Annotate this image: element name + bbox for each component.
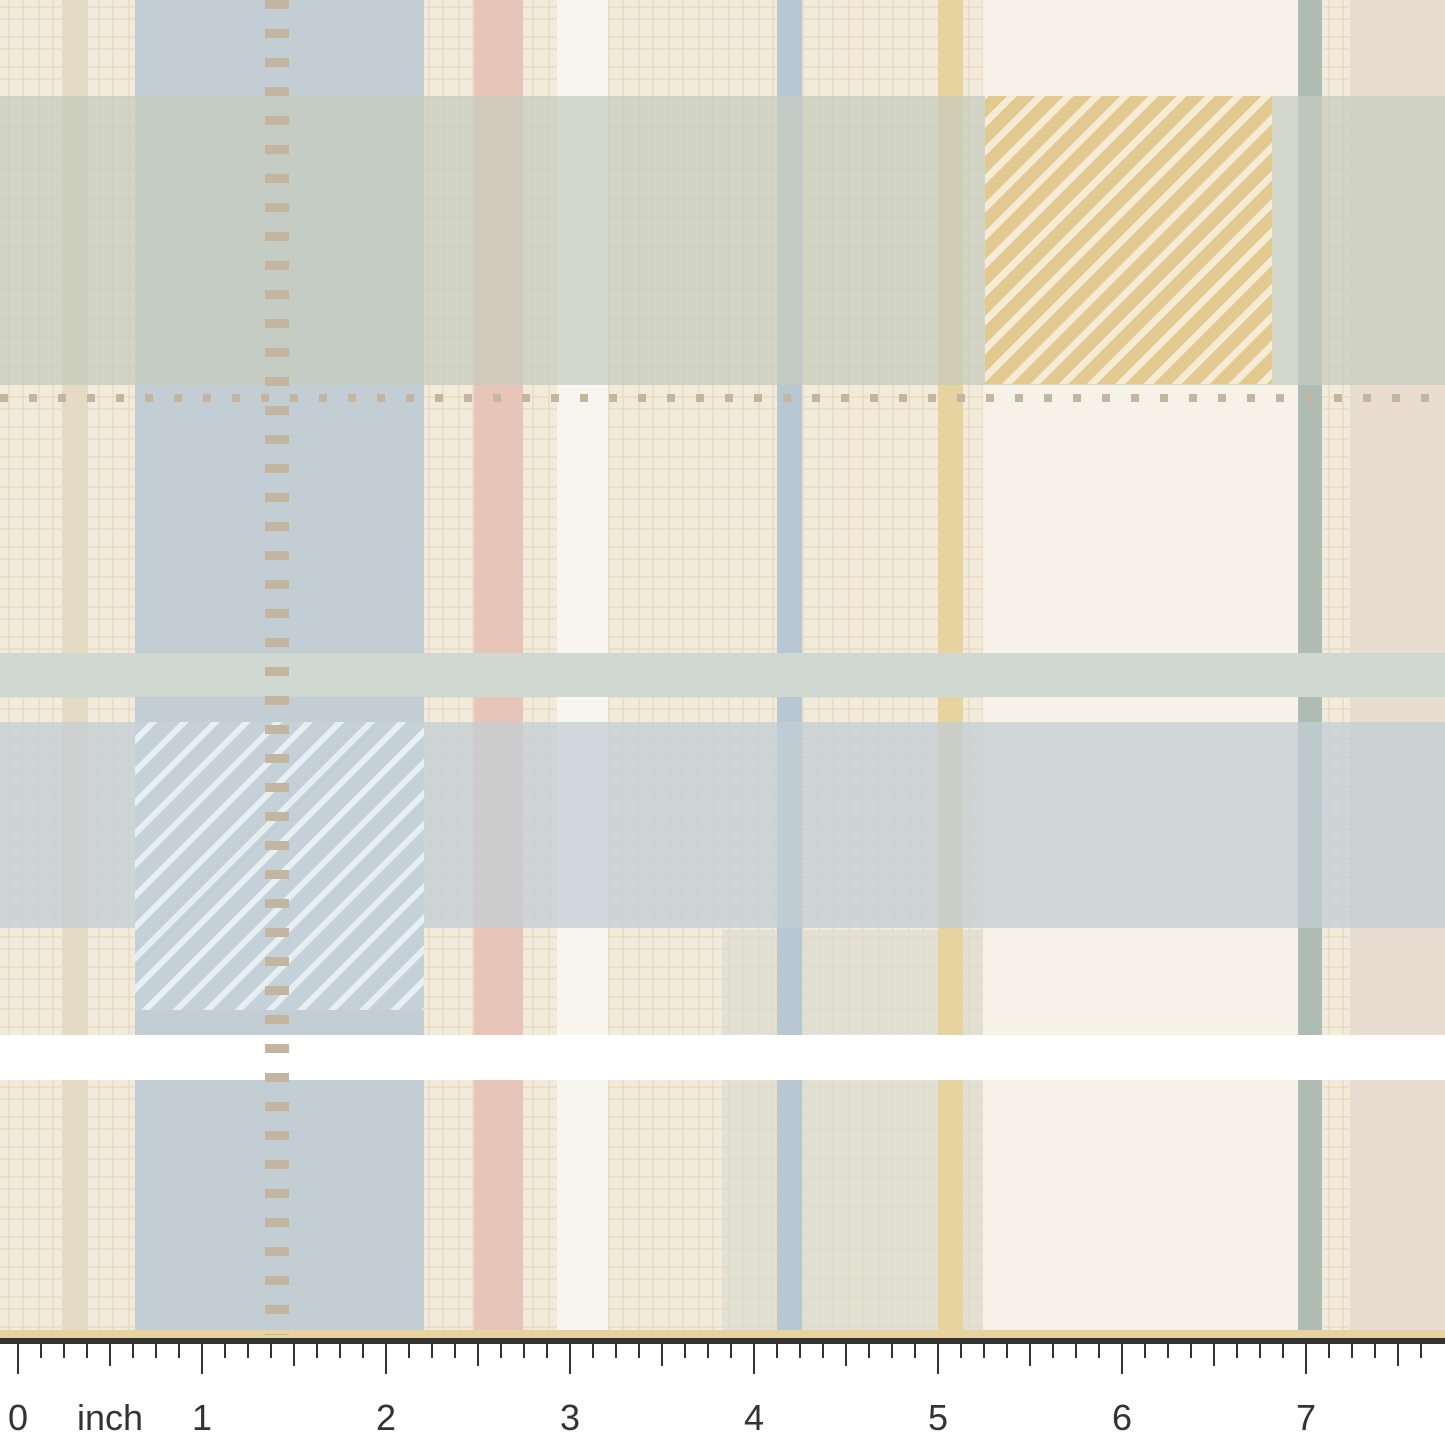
ruler-line (0, 1338, 1445, 1344)
ruler-ticks (17, 1344, 1422, 1374)
ruler-label: 1 (192, 1397, 212, 1438)
ruler-label: 3 (560, 1397, 580, 1438)
ruler-label: 7 (1296, 1397, 1316, 1438)
ruler-label: 4 (744, 1397, 764, 1438)
ruler-label: 2 (376, 1397, 396, 1438)
ruler-label: 0 (8, 1397, 28, 1438)
ruler-label: 5 (928, 1397, 948, 1438)
plaid (0, 0, 1445, 1340)
ruler-label: 6 (1112, 1397, 1132, 1438)
ruler-unit: inch (77, 1397, 143, 1438)
